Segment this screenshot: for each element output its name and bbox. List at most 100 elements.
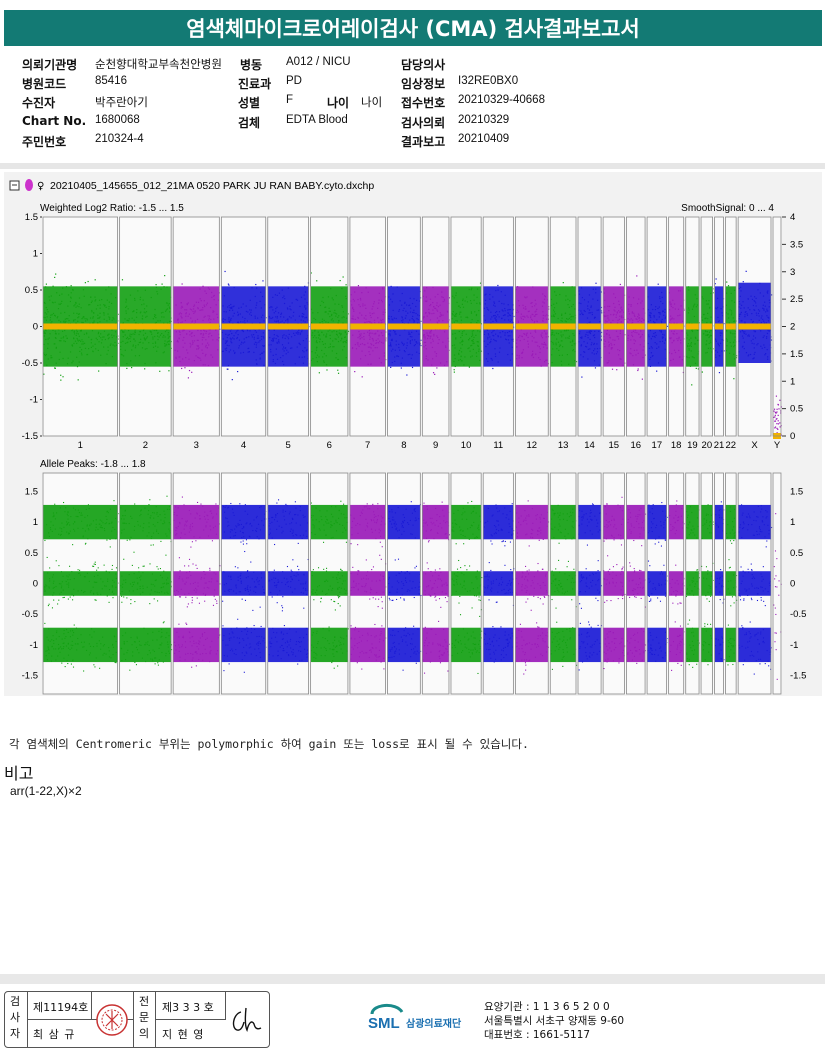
chrom-14-allele (578, 503, 603, 671)
smooth-tick-label: 4 (790, 212, 795, 223)
logo-text: SML (368, 1015, 400, 1032)
chrom-label: 3 (194, 440, 199, 451)
separator-bar (0, 163, 825, 169)
chrom-label: 19 (687, 440, 698, 451)
smooth-signal-16 (626, 323, 646, 330)
smooth-signal-8 (387, 323, 421, 330)
chrom-15-allele (603, 496, 626, 670)
smooth-signal-20 (701, 323, 713, 330)
chrom-10-log2 (450, 282, 483, 373)
org-phone: 대표번호 : 1661-5117 (484, 1029, 591, 1041)
smooth-signal-11 (483, 323, 514, 330)
clinical-info-label: 임상정보 (401, 77, 446, 91)
chart-no-label: Chart No. (22, 114, 87, 128)
resident-no-label: 주민번호 (22, 135, 67, 149)
smooth-tick-label: 3.5 (790, 239, 803, 250)
chrom-label: 15 (608, 440, 619, 451)
allele-tick-label: 0.5 (25, 548, 38, 559)
smooth-tick-label: 2.5 (790, 294, 803, 305)
smooth-signal-X (738, 323, 772, 330)
chrom-13-log2 (550, 282, 578, 367)
chrom-7-allele (349, 503, 387, 670)
smooth-tick-label: 0 (790, 431, 795, 442)
chrom-4-allele (221, 502, 267, 673)
allele-tick-label-right: 1 (790, 517, 795, 528)
institution-value: 순천향대학교부속천안병원 (95, 59, 222, 71)
smooth-signal-14 (578, 323, 602, 330)
smooth-tick-label: 1.5 (790, 349, 803, 360)
chrom-9-allele (422, 501, 451, 674)
examiner-name: 최 삼 규 (33, 1028, 76, 1041)
chrom-14-log2 (578, 282, 603, 378)
chrom-1-allele (43, 500, 119, 672)
department-value: PD (286, 75, 302, 87)
sex-label: 성별 (238, 96, 261, 110)
smooth-signal-22 (725, 323, 737, 330)
ward-value: A012 / NICU (286, 56, 351, 68)
age-label: 나이 (327, 96, 350, 110)
chrom-9-log2 (422, 286, 451, 375)
chrom-18-log2 (668, 286, 685, 374)
log2-tick-label: 0.5 (25, 285, 38, 296)
chrom-5-allele (267, 499, 309, 665)
request-date-value: 20210329 (458, 114, 510, 126)
allele-tick-label: -0.5 (22, 609, 38, 620)
patient-label: 수진자 (22, 96, 56, 110)
bottom-panel-label: Allele Peaks: -1.8 ... 1.8 (40, 459, 146, 470)
centromeric-note: 각 염색체의 Centromeric 부위는 polymorphic 하여 ga… (9, 737, 529, 751)
chrom-3-allele (173, 496, 221, 668)
chrom-label: 6 (327, 440, 332, 451)
log2-tick-label: -0.5 (22, 358, 38, 369)
chrom-label: 12 (527, 440, 538, 451)
allele-tick-label: -1.5 (22, 671, 38, 682)
examiner-label: 검사자 (9, 995, 21, 1040)
smooth-signal-19 (685, 323, 700, 330)
specialist-name: 지 현 영 (162, 1028, 205, 1041)
smooth-signal-13 (550, 323, 577, 330)
smooth-signal-12 (515, 323, 549, 330)
chrom-label: 11 (493, 440, 503, 451)
allele-tick-label: 1 (33, 517, 38, 528)
resident-no-value: 210324-4 (95, 133, 144, 145)
chrom-19-allele (685, 504, 700, 668)
smooth-signal-2 (119, 323, 172, 330)
signature-box: 검사자 제11194호 최 삼 규 전문의 제3 3 3 호 지 현 영 (4, 991, 270, 1048)
chrom-3-log2 (173, 283, 221, 379)
chrom-21-allele (714, 501, 725, 663)
org-address: 서울특별시 서초구 양재동 9-60 (484, 1015, 625, 1027)
specimen-value: EDTA Blood (286, 114, 348, 126)
ward-label: 병동 (240, 58, 263, 72)
chrom-20-log2 (701, 286, 714, 373)
chrom-18-allele (668, 500, 685, 671)
chrom-20-allele (701, 504, 714, 666)
smooth-tick-label: 0.5 (790, 404, 803, 415)
chrom-11-log2 (483, 284, 515, 370)
smooth-signal-10 (450, 323, 482, 330)
smooth-tick-label: 1 (790, 376, 795, 387)
log2-tick-label: 0 (33, 322, 38, 333)
cma-plot: 1.5 1 0.5 0 -0.5 -1 -1.5 4 3.5 3 2.5 2 1.5 1 0.5 0 1.5 1.… (9, 179, 806, 695)
remark-label: 비고 (4, 764, 34, 783)
smooth-tick-label: 3 (790, 267, 795, 278)
hospital-code-label: 병원코드 (22, 77, 67, 91)
smooth-signal-3 (173, 323, 220, 330)
reception-value: 20210329-40668 (458, 94, 545, 106)
report-date-value: 20210409 (458, 133, 510, 145)
examiner-seal-icon (96, 1004, 128, 1036)
log2-tick-label: -1 (30, 395, 38, 406)
smooth-signal-15 (603, 323, 625, 330)
chrom-label: 17 (652, 440, 663, 451)
chrom-label: 1 (78, 440, 83, 451)
chrom-label: 10 (461, 440, 472, 451)
chrom-13-allele (550, 504, 578, 670)
specialist-license-no: 제3 3 3 호 (162, 1001, 214, 1014)
log2-tick-label: 1.5 (25, 212, 38, 223)
institution-label: 의뢰기관명 (22, 58, 78, 72)
sex-value: F (286, 94, 294, 106)
chrom-label: 20 (702, 440, 713, 451)
smooth-signal-17 (647, 323, 667, 330)
chrom-label: 8 (401, 440, 406, 451)
allele-tick-label: 1.5 (25, 486, 38, 497)
remark-value: arr(1-22,X)×2 (10, 784, 82, 798)
cma-plot-panel: 1.5 1 0.5 0 -0.5 -1 -1.5 4 3.5 3 2.5 2 1.5 1 0.5 0 1.5 1.… (4, 172, 822, 696)
